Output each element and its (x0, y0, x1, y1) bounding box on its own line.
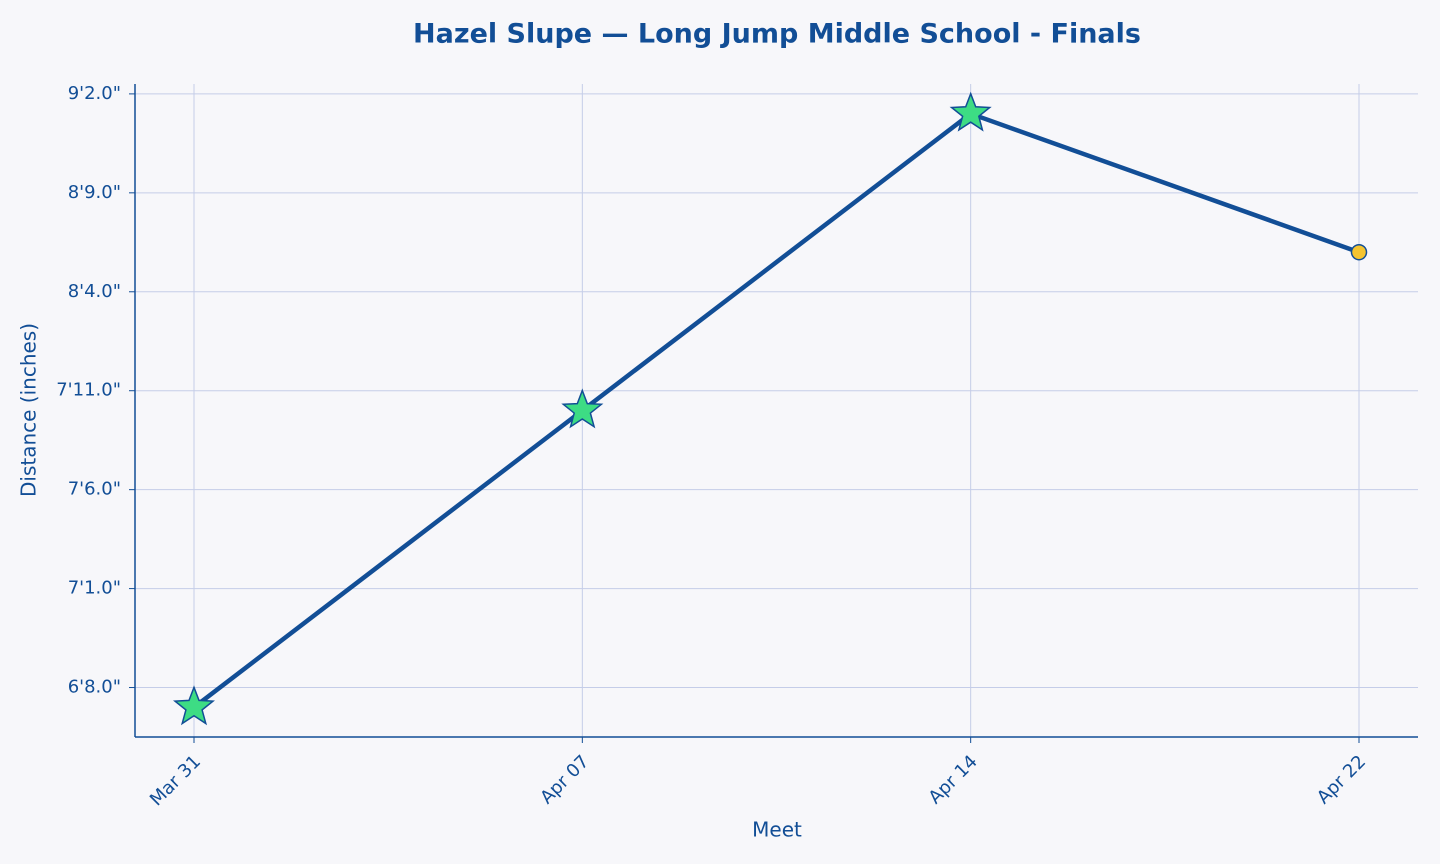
chart-title: Hazel Slupe — Long Jump Middle School - … (413, 19, 1141, 50)
y-tick-label: 8'4.0" (68, 281, 121, 302)
star-marker (561, 388, 604, 429)
circle-marker (1350, 243, 1368, 261)
y-tick-label: 8'9.0" (68, 182, 121, 203)
y-axis-label: Distance (inches) (17, 323, 41, 497)
star-marker (949, 91, 992, 132)
y-tick-label: 7'11.0" (56, 380, 121, 401)
y-tick-label: 7'1.0" (68, 578, 121, 599)
y-tick-label: 7'6.0" (68, 479, 121, 500)
y-tick-label: 6'8.0" (68, 677, 121, 698)
y-tick-label: 9'2.0" (68, 83, 121, 104)
series-line (192, 111, 1360, 710)
x-axis-label: Meet (752, 818, 802, 842)
star-marker (172, 685, 216, 726)
